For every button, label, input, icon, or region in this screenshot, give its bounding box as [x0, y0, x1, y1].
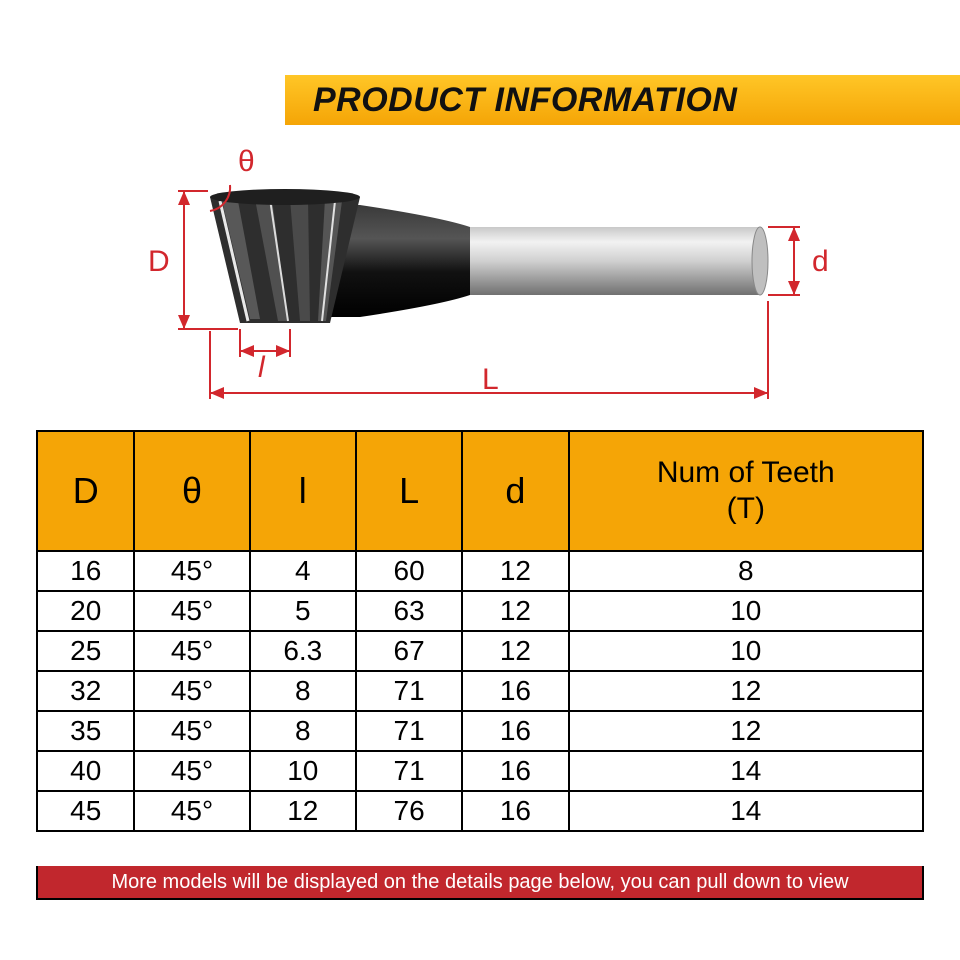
product-diagram: θ D d l — [140, 145, 860, 405]
footer-text: More models will be displayed on the det… — [111, 871, 848, 894]
table-row: 4545°12761614 — [37, 791, 923, 831]
table-cell: 45° — [134, 791, 249, 831]
table-row: 2045°5631210 — [37, 591, 923, 631]
label-l: l — [258, 351, 266, 384]
table-cell: 8 — [569, 551, 923, 591]
table-row: 2545°6.3671210 — [37, 631, 923, 671]
table-cell: 76 — [356, 791, 462, 831]
table-cell: 45 — [37, 791, 134, 831]
table-cell: 45° — [134, 671, 249, 711]
table-cell: 5 — [250, 591, 356, 631]
table-cell: 12 — [569, 711, 923, 751]
table-body: 1645°4601282045°56312102545°6.3671210324… — [37, 551, 923, 831]
table-cell: 14 — [569, 791, 923, 831]
table-cell: 45° — [134, 751, 249, 791]
label-theta: θ — [238, 145, 255, 178]
table-cell: 12 — [462, 631, 568, 671]
table-cell: 60 — [356, 551, 462, 591]
table-cell: 8 — [250, 711, 356, 751]
label-D: D — [148, 245, 170, 278]
table-cell: 16 — [462, 751, 568, 791]
col-header: Num of Teeth(T) — [569, 431, 923, 551]
title-banner: PRODUCT INFORMATION — [285, 75, 960, 125]
col-header: D — [37, 431, 134, 551]
label-d: d — [812, 245, 829, 278]
table-cell: 45° — [134, 711, 249, 751]
spec-table: DθlLdNum of Teeth(T) 1645°4601282045°563… — [36, 430, 924, 832]
table-cell: 45° — [134, 631, 249, 671]
col-header: L — [356, 431, 462, 551]
table-cell: 25 — [37, 631, 134, 671]
table-cell: 12 — [462, 551, 568, 591]
table-cell: 12 — [569, 671, 923, 711]
table-cell: 45° — [134, 591, 249, 631]
table-cell: 8 — [250, 671, 356, 711]
table-cell: 10 — [569, 591, 923, 631]
table-cell: 32 — [37, 671, 134, 711]
table-cell: 45° — [134, 551, 249, 591]
page-title: PRODUCT INFORMATION — [313, 81, 737, 120]
table-cell: 6.3 — [250, 631, 356, 671]
table-cell: 16 — [37, 551, 134, 591]
table-cell: 16 — [462, 791, 568, 831]
table-cell: 16 — [462, 711, 568, 751]
label-L: L — [482, 363, 499, 396]
table-cell: 20 — [37, 591, 134, 631]
table-cell: 4 — [250, 551, 356, 591]
table-cell: 12 — [250, 791, 356, 831]
table-cell: 12 — [462, 591, 568, 631]
col-header: l — [250, 431, 356, 551]
table-cell: 10 — [250, 751, 356, 791]
table-cell: 67 — [356, 631, 462, 671]
table-cell: 14 — [569, 751, 923, 791]
col-header: d — [462, 431, 568, 551]
table-cell: 71 — [356, 711, 462, 751]
table-row: 3545°8711612 — [37, 711, 923, 751]
header-row: DθlLdNum of Teeth(T) — [37, 431, 923, 551]
col-header: θ — [134, 431, 249, 551]
table-cell: 40 — [37, 751, 134, 791]
table-cell: 71 — [356, 671, 462, 711]
table-cell: 16 — [462, 671, 568, 711]
table-cell: 71 — [356, 751, 462, 791]
table-row: 4045°10711614 — [37, 751, 923, 791]
table-cell: 63 — [356, 591, 462, 631]
footer-bar: More models will be displayed on the det… — [36, 866, 924, 900]
table-row: 3245°8711612 — [37, 671, 923, 711]
table-row: 1645°460128 — [37, 551, 923, 591]
table-cell: 35 — [37, 711, 134, 751]
table-cell: 10 — [569, 631, 923, 671]
